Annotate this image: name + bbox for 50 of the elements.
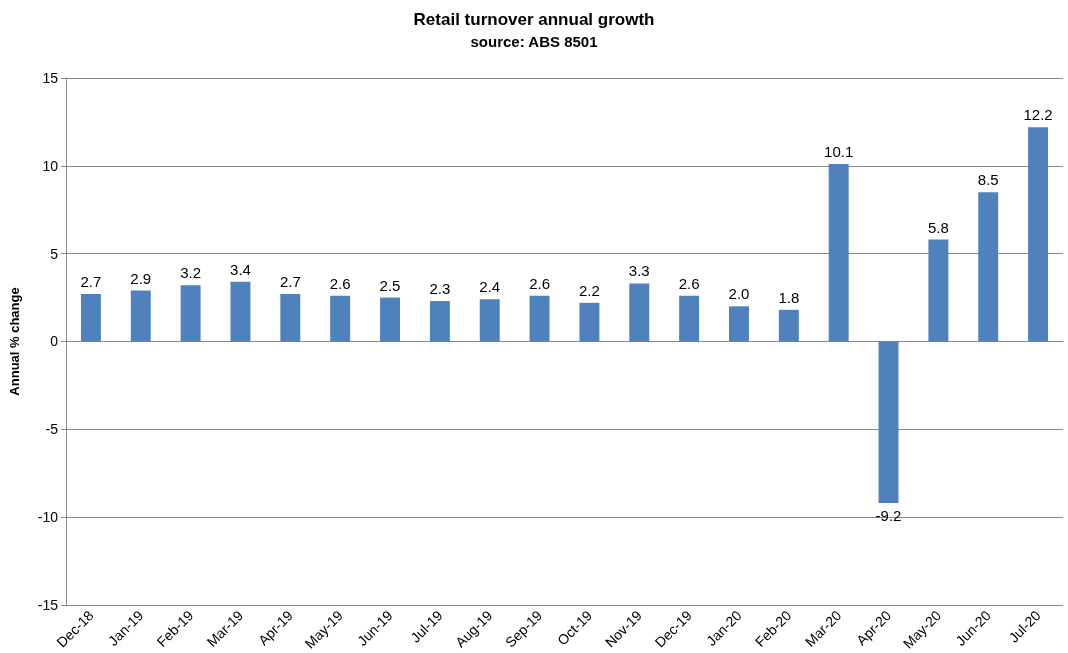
y-tick-label: 15: [42, 70, 59, 86]
data-label: 2.2: [579, 281, 600, 299]
data-label: 12.2: [1023, 106, 1053, 124]
bar: [429, 301, 450, 342]
data-label: 2.7: [80, 273, 102, 291]
data-label: 3.3: [628, 262, 650, 280]
chart-title: Retail turnover annual growth: [413, 10, 655, 29]
data-label: 2.6: [678, 274, 700, 292]
y-tick-label: -10: [37, 509, 59, 526]
chart-subtitle: source: ABS 8501: [470, 33, 598, 50]
y-tick-label: 5: [50, 245, 59, 262]
y-tick-label: 10: [42, 157, 59, 174]
data-label: 2.6: [329, 274, 351, 292]
bar: [330, 295, 351, 342]
data-label: 2.3: [429, 280, 451, 298]
y-tick-label: 0: [50, 333, 59, 350]
data-label: 2.6: [529, 274, 550, 292]
y-tick-label: -15: [37, 596, 59, 613]
bar: [230, 281, 251, 342]
bar: [280, 294, 301, 342]
data-label: 3.4: [230, 260, 251, 278]
data-label: 5.8: [927, 218, 949, 236]
y-tick-label: -5: [45, 421, 59, 438]
bar: [130, 290, 151, 342]
bar: [579, 302, 600, 342]
bar: [729, 306, 749, 342]
bar: [479, 299, 500, 342]
bar: [80, 294, 101, 342]
data-label: 1.8: [778, 288, 800, 306]
bar: [1028, 127, 1049, 342]
data-label: 2.7: [279, 273, 301, 291]
data-label: 2.9: [130, 269, 152, 287]
data-label: 2.5: [379, 276, 401, 294]
data-label: 3.2: [180, 264, 202, 282]
bar: [828, 164, 849, 342]
bar: [978, 192, 999, 342]
bar: [778, 309, 799, 342]
bar: [928, 239, 949, 342]
data-label: -9.2: [875, 507, 902, 525]
bar: [180, 285, 201, 342]
bar: [529, 295, 550, 342]
data-label: 2.0: [728, 285, 750, 303]
data-label: 2.4: [479, 278, 501, 296]
data-label: 8.5: [977, 171, 999, 189]
bar: [380, 297, 400, 342]
data-label: 10.1: [824, 143, 854, 161]
bar: [878, 341, 899, 504]
bar: [679, 295, 700, 342]
y-axis-title: Annual % change: [7, 287, 22, 396]
bar: [629, 283, 650, 342]
